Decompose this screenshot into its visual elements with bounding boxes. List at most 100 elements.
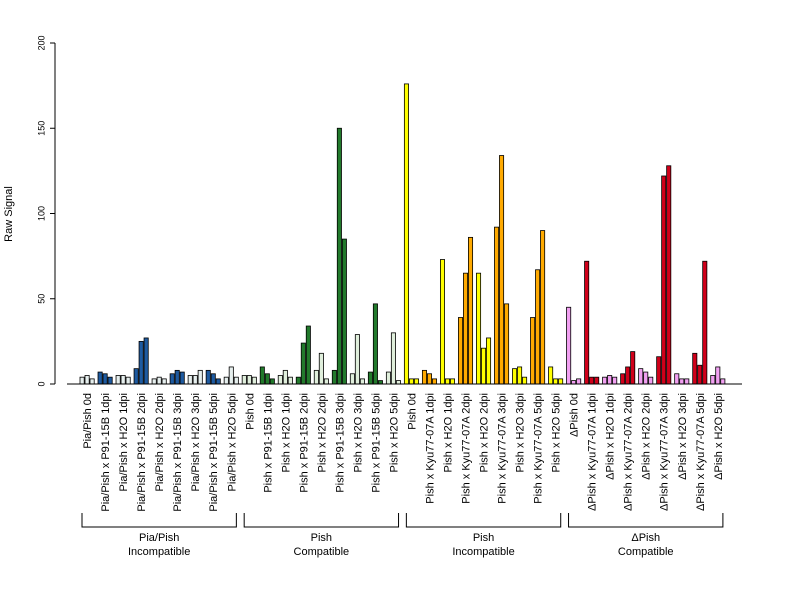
- bar: [359, 378, 365, 385]
- x-tick-label: Pish 0d: [244, 393, 256, 430]
- x-tick-label: Pia/Pish 0d: [82, 393, 94, 449]
- bar: [535, 269, 541, 385]
- x-tick-label: ΔPish x H2O 5dpi: [713, 393, 725, 480]
- group-bracket: [243, 513, 400, 528]
- x-tick-label: ΔPish x H2O 1dpi: [605, 393, 617, 480]
- group-label-line2: Incompatible: [452, 546, 514, 558]
- group-label-line1: ΔPish: [631, 532, 660, 544]
- bar: [269, 378, 275, 385]
- x-tick-label: Pish x P91-15B 5dpi: [370, 393, 382, 493]
- x-tick-label: Pia/Pish x H2O 1dpi: [118, 393, 130, 491]
- group-label-line2: Compatible: [294, 546, 350, 558]
- bar: [367, 371, 373, 385]
- bar: [661, 175, 667, 385]
- bar: [151, 378, 157, 385]
- bar: [421, 369, 427, 385]
- bar: [666, 165, 672, 385]
- bar: [102, 373, 108, 385]
- bar: [697, 364, 703, 385]
- bar: [499, 155, 505, 385]
- bar: [377, 380, 383, 385]
- bar: [97, 371, 103, 385]
- x-tick-label: Pia/Pish x P91-15B 1dpi: [100, 393, 112, 512]
- x-tick-label: ΔPish 0d: [569, 393, 581, 437]
- bar: [197, 369, 203, 385]
- bar: [323, 378, 329, 385]
- bar: [602, 376, 608, 385]
- x-tick-label: Pia/Pish x P91-15B 2dpi: [136, 393, 148, 512]
- bar: [710, 375, 716, 385]
- bar: [205, 369, 211, 385]
- x-axis-category-labels: Pia/Pish 0d Pia/Pish x P91-15B 1dpi Pia/Pi…: [82, 393, 725, 512]
- group-label-line2: Compatible: [618, 546, 674, 558]
- bar: [571, 380, 577, 385]
- x-tick-label: Pish x H2O 3dpi: [515, 393, 527, 472]
- bar: [385, 371, 391, 385]
- bar: [246, 375, 252, 385]
- bar: [372, 303, 378, 385]
- bar: [341, 238, 347, 385]
- bar: [692, 352, 698, 385]
- group-bracket: [405, 513, 562, 528]
- bar: [540, 230, 546, 385]
- bar: [354, 334, 360, 385]
- bar: [589, 376, 595, 385]
- x-tick-label: Pish 0d: [406, 393, 418, 430]
- bar: [553, 378, 559, 385]
- x-tick-label: Pish x H2O 5dpi: [551, 393, 563, 472]
- bar: [674, 373, 680, 385]
- bar: [720, 378, 726, 385]
- bar: [228, 366, 234, 385]
- x-tick-label: ΔPish x Kyu77-07A 5dpi: [695, 393, 707, 511]
- bar: [458, 317, 464, 385]
- bars: [79, 83, 726, 385]
- bar: [192, 375, 198, 385]
- x-tick-label: ΔPish x Kyu77-07A 3dpi: [659, 393, 671, 511]
- bar: [648, 376, 654, 385]
- bar: [426, 373, 432, 385]
- bar: [594, 376, 600, 385]
- bar: [336, 127, 342, 385]
- x-tick-label: Pish x Kyu77-07A 1dpi: [424, 393, 436, 504]
- bar: [512, 368, 518, 385]
- bar: [530, 317, 536, 385]
- bar: [486, 337, 492, 385]
- bar: [643, 371, 649, 385]
- bar: [143, 337, 149, 385]
- bar: [264, 373, 270, 385]
- bar: [107, 376, 113, 385]
- x-tick-label: ΔPish x H2O 3dpi: [677, 393, 689, 480]
- bar: [476, 272, 482, 385]
- x-tick-label: Pish x H2O 5dpi: [388, 393, 400, 472]
- bar: [313, 369, 319, 385]
- x-tick-label: Pish x H2O 3dpi: [352, 393, 364, 472]
- bar: [522, 376, 528, 385]
- bar: [517, 366, 523, 385]
- bar: [463, 272, 469, 385]
- bar: [295, 376, 301, 385]
- y-axis-label: Raw Signal: [3, 186, 15, 242]
- bar: [161, 378, 167, 385]
- group-bracket: [568, 513, 724, 528]
- bar: [679, 378, 685, 385]
- bar: [607, 375, 613, 385]
- bar: [179, 371, 185, 385]
- x-tick-label: ΔPish x Kyu77-07A 2dpi: [623, 393, 635, 511]
- bar: [468, 236, 474, 385]
- bar: [305, 325, 311, 385]
- y-tick-label: 200: [36, 35, 46, 50]
- bar: [638, 368, 644, 385]
- group-label-line1: Pia/Pish: [139, 532, 179, 544]
- bar: [277, 375, 283, 385]
- bar: [504, 303, 510, 385]
- x-tick-label: Pia/Pish x P91-15B 5dpi: [208, 393, 220, 512]
- x-tick-label: Pish x Kyu77-07A 2dpi: [461, 393, 473, 504]
- bar: [584, 260, 590, 385]
- bar: [174, 369, 180, 385]
- x-tick-label: Pish x P91-15B 1dpi: [262, 393, 274, 493]
- bar: [576, 378, 582, 385]
- x-tick-label: Pish x P91-15B 3dpi: [334, 393, 346, 493]
- x-tick-label: Pia/Pish x H2O 3dpi: [190, 393, 202, 491]
- y-axis: 0 50 100 150 200: [36, 35, 56, 387]
